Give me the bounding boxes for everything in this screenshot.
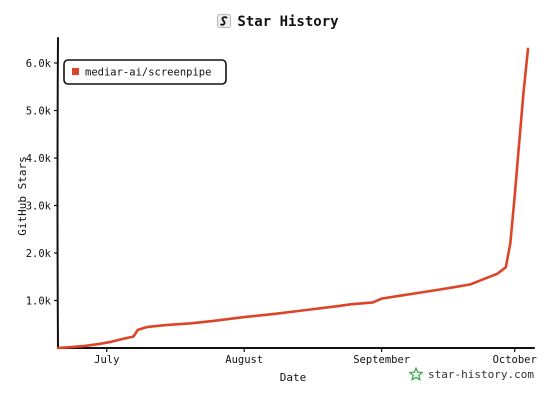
y-tick-label: 2.0k bbox=[26, 248, 52, 260]
x-tick-label: July bbox=[94, 354, 119, 366]
star-history-logo-icon bbox=[217, 14, 232, 28]
chart-title: Star History bbox=[237, 14, 339, 30]
x-tick-label: August bbox=[225, 354, 263, 366]
watermark[interactable]: star-history.com bbox=[409, 367, 534, 381]
chart-title-row: Star History bbox=[0, 14, 556, 30]
y-axis-title: GitHub Stars bbox=[16, 156, 29, 235]
watermark-text: star-history.com bbox=[428, 367, 534, 381]
x-tick-label: September bbox=[353, 354, 410, 366]
y-tick-label: 6.0k bbox=[26, 58, 52, 70]
y-tick-label: 5.0k bbox=[26, 106, 52, 118]
y-tick-label: 1.0k bbox=[26, 296, 52, 308]
x-axis bbox=[57, 347, 535, 350]
star-icon bbox=[409, 367, 424, 381]
series-line bbox=[56, 47, 530, 350]
legend-swatch bbox=[72, 68, 79, 75]
legend-box bbox=[63, 59, 227, 85]
x-axis-title: Date bbox=[280, 371, 307, 384]
y-axis bbox=[56, 37, 59, 349]
y-tick-label: 3.0k bbox=[26, 201, 52, 213]
legend-label: mediar-ai/screenpipe bbox=[85, 67, 211, 79]
x-tick-label: October bbox=[493, 354, 537, 366]
y-tick-label: 4.0k bbox=[26, 153, 52, 165]
